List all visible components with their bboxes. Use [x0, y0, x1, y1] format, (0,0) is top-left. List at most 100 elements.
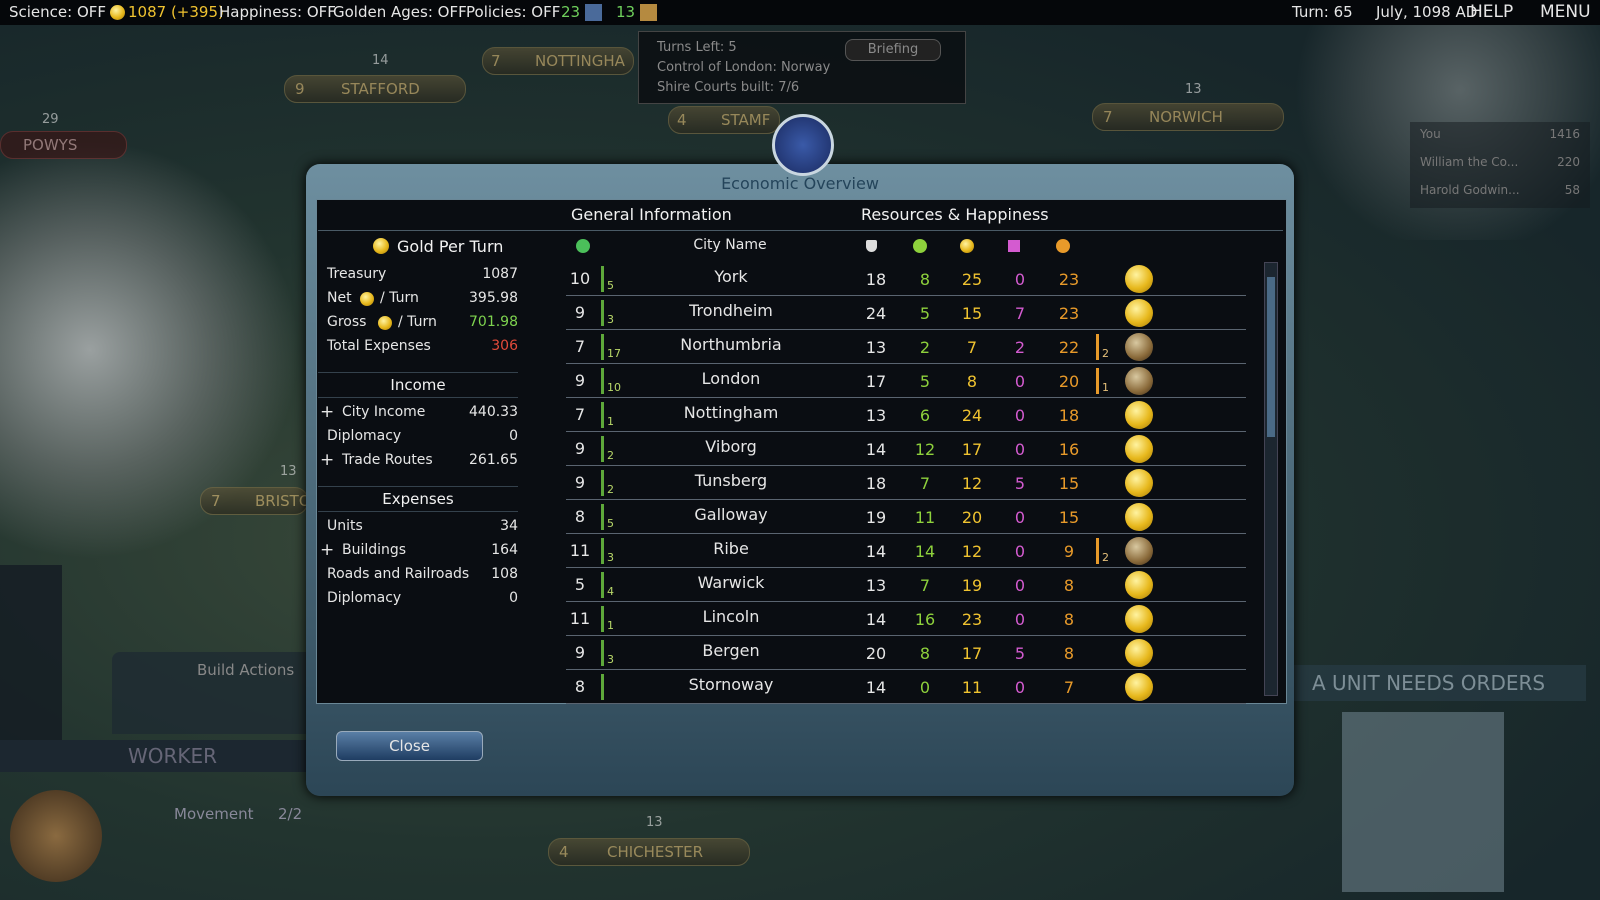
tab[interactable]: Resources & Happiness [861, 205, 1049, 224]
city-row[interactable]: 11 1 Lincoln 14 16 23 0 8 [566, 602, 1246, 636]
city-row[interactable]: 9 3 Bergen 20 8 17 5 8 [566, 636, 1246, 670]
city-c3: 17 [961, 644, 983, 663]
gold-icon [378, 316, 392, 330]
city-c4: 7 [1014, 304, 1026, 323]
city-c2: 12 [914, 440, 936, 459]
city-row[interactable]: 5 4 Warwick 13 7 19 0 8 [566, 568, 1246, 602]
city-pop: 9 [574, 303, 586, 322]
city-row[interactable]: 7 17 Northumbria 13 2 7 2 22 2 [566, 330, 1246, 364]
header-icon [960, 239, 974, 253]
city-c2: 6 [919, 406, 931, 425]
city-row[interactable]: 11 3 Ribe 14 14 12 0 9 2 [566, 534, 1246, 568]
close-button[interactable]: Close [336, 731, 483, 761]
build-bar [1096, 504, 1099, 530]
city-pop: 4 [677, 111, 687, 129]
happiness[interactable]: Happiness: OFF [219, 3, 336, 21]
growth-bar [601, 504, 604, 530]
expand-toggle[interactable]: + [320, 450, 335, 470]
city-row[interactable]: 10 5 York 18 8 25 0 23 [566, 262, 1246, 296]
growth-turns: 5 [607, 517, 614, 530]
city-c3: 17 [961, 440, 983, 459]
city-name: Warwick [697, 573, 765, 592]
city-row[interactable]: 7 1 Nottingham 13 6 24 0 18 [566, 398, 1246, 432]
golden-ages[interactable]: Golden Ages: OFF [333, 3, 467, 21]
city-c5: 8 [1063, 610, 1075, 629]
side-buttons [0, 565, 62, 740]
emblem [772, 114, 834, 176]
city-pop: 9 [574, 643, 586, 662]
scrollbar[interactable] [1264, 262, 1278, 696]
city-row[interactable]: 8 Stornoway 14 0 11 0 7 [566, 670, 1246, 704]
build-bar [1096, 266, 1099, 292]
city-pop: 5 [574, 575, 586, 594]
city-banner[interactable]: 4 STAMF [668, 106, 780, 134]
city-c5: 8 [1063, 576, 1075, 595]
growth-bar [601, 572, 604, 598]
build-bar [1096, 334, 1099, 360]
gold-icon [110, 5, 125, 20]
city-pop: 7 [574, 405, 586, 424]
city-c3: 20 [961, 508, 983, 527]
city-pop: 9 [295, 80, 305, 98]
city-c3: 7 [966, 338, 978, 357]
city-c2: 0 [919, 678, 931, 697]
city-c2: 7 [919, 474, 931, 493]
growth-bar [601, 368, 604, 394]
city-pop: 8 [574, 677, 586, 696]
build-turns: 2 [1102, 347, 1109, 360]
city-row[interactable]: 9 2 Viborg 14 12 17 0 16 [566, 432, 1246, 466]
briefing-panel: Turns Left: 5 Control of London: Norway … [638, 31, 966, 104]
city-pop: 9 [574, 371, 586, 390]
city-c2: 16 [914, 610, 936, 629]
city-banner[interactable]: 7 BRISTO [200, 487, 311, 515]
unit-needs-orders[interactable]: A UNIT NEEDS ORDERS [1290, 665, 1586, 701]
city-c2: 5 [919, 372, 931, 391]
growth-turns: 3 [607, 313, 614, 326]
score-name: William the Co... [1420, 155, 1519, 169]
policies[interactable]: Policies: OFF [466, 3, 561, 21]
expand-toggle[interactable]: + [320, 402, 335, 422]
city-banner[interactable]: POWYS [0, 131, 127, 159]
growth-turns: 3 [607, 653, 614, 666]
build-actions-label: Build Actions [197, 661, 295, 679]
city-row[interactable]: 9 3 Trondheim 24 5 15 7 23 [566, 296, 1246, 330]
city-c5: 8 [1063, 644, 1075, 663]
city-banner[interactable]: 7 NORWICH [1092, 103, 1284, 131]
briefing-text: Turns Left: 5 [657, 40, 737, 55]
briefing-button[interactable]: Briefing [845, 39, 941, 61]
city-banner[interactable]: 9 STAFFORD [284, 75, 466, 103]
row-label: Roads and Railroads [327, 566, 470, 582]
gold[interactable]: 1087 (+395) [128, 3, 224, 21]
growth-turns: 10 [607, 381, 621, 394]
needs-orders-text: A UNIT NEEDS ORDERS [1312, 671, 1546, 695]
unit-portrait [10, 790, 102, 882]
city-c5: 7 [1063, 678, 1075, 697]
row-suffix: / Turn [380, 290, 419, 306]
help[interactable]: HELP [1470, 2, 1514, 22]
growth-bar [601, 300, 604, 326]
city-pop: 9 [574, 439, 586, 458]
tourism[interactable]: 13 [616, 3, 636, 21]
culture[interactable]: 23 [561, 3, 581, 21]
city-row[interactable]: 9 2 Tunsberg 18 7 12 5 15 [566, 466, 1246, 500]
city-banner[interactable]: 7 NOTTINGHA [482, 47, 634, 75]
expand-toggle[interactable]: + [320, 540, 335, 560]
growth-bar [601, 674, 604, 700]
city-banner[interactable]: 4 CHICHESTER [548, 838, 750, 866]
city-defense: 13 [646, 815, 663, 830]
production-icon [1125, 605, 1153, 633]
city-c5: 22 [1058, 338, 1080, 357]
build-bar [1096, 436, 1099, 462]
city-row[interactable]: 8 5 Galloway 19 11 20 0 15 [566, 500, 1246, 534]
city-c4: 0 [1014, 678, 1026, 697]
row-label: Units [327, 518, 363, 534]
science[interactable]: Science: OFF [9, 3, 107, 21]
tab[interactable]: General Information [571, 205, 732, 224]
city-c5: 16 [1058, 440, 1080, 459]
row-label: Buildings [342, 542, 407, 558]
scroll-thumb[interactable] [1267, 277, 1275, 437]
city-c2: 14 [914, 542, 936, 561]
menu[interactable]: MENU [1540, 2, 1591, 22]
section-divider [318, 486, 518, 487]
city-row[interactable]: 9 10 London 17 5 8 0 20 1 [566, 364, 1246, 398]
